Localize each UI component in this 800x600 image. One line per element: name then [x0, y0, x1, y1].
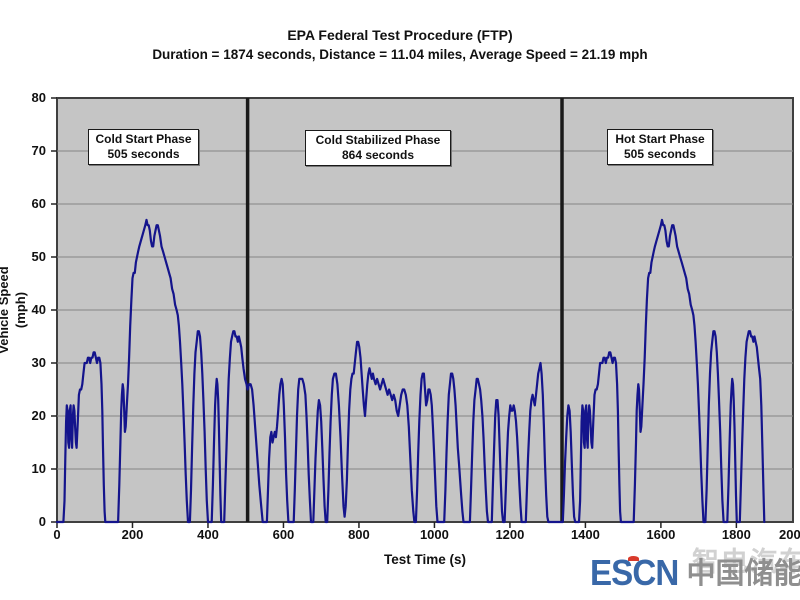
- y-tick-label: 20: [31, 408, 46, 423]
- x-tick-label: 600: [272, 527, 295, 542]
- x-tick-label: 1000: [419, 527, 449, 542]
- x-tick-label: 1600: [646, 527, 676, 542]
- x-tick-label: 1200: [495, 527, 525, 542]
- phase-duration: 864 seconds: [341, 148, 415, 162]
- y-tick-label: 40: [31, 302, 46, 317]
- x-tick-label: 200: [121, 527, 144, 542]
- phase-box-cold-stabilized: Cold Stabilized Phase 864 seconds: [305, 130, 451, 166]
- y-tick-label: 0: [38, 514, 46, 529]
- y-tick-label: 80: [31, 90, 46, 105]
- y-tick-label: 50: [31, 249, 46, 264]
- logo-red-accent-icon: [628, 556, 639, 561]
- y-tick-label: 70: [31, 143, 46, 158]
- phase-name: Cold Start Phase: [95, 132, 192, 146]
- chart-subtitle: Duration = 1874 seconds, Distance = 11.0…: [152, 47, 648, 62]
- phase-name: Hot Start Phase: [615, 132, 705, 146]
- phase-duration: 505 seconds: [623, 147, 697, 161]
- x-tick-label: 1800: [721, 527, 751, 542]
- faint-watermark: 智电汽车: [692, 547, 800, 577]
- speed-trace-line: [55, 218, 766, 524]
- x-tick-label: 800: [348, 527, 370, 542]
- chart-title: EPA Federal Test Procedure (FTP): [287, 27, 513, 43]
- y-tick-label: 60: [31, 196, 46, 211]
- x-tick-label: 1400: [570, 527, 600, 542]
- x-tick-label: 400: [197, 527, 219, 542]
- site-name: 中国储能网: [686, 558, 800, 590]
- phase-name: Cold Stabilized Phase: [315, 133, 441, 147]
- site-watermark: ESCN 中国储能网: [590, 552, 800, 594]
- x-tick-label: 0: [53, 527, 61, 542]
- phase-box-cold-start: Cold Start Phase 505 seconds: [88, 129, 199, 165]
- x-axis-title: Test Time (s): [383, 552, 467, 567]
- y-axis-title-line1: Vehicle Speed: [0, 266, 12, 354]
- y-tick-label: 30: [31, 355, 46, 370]
- phase-duration: 505 seconds: [107, 147, 180, 161]
- phase-box-hot-start: Hot Start Phase 505 seconds: [607, 129, 713, 165]
- y-tick-label: 10: [31, 461, 46, 476]
- x-tick-label-2000-clipped: 2000: [779, 527, 800, 542]
